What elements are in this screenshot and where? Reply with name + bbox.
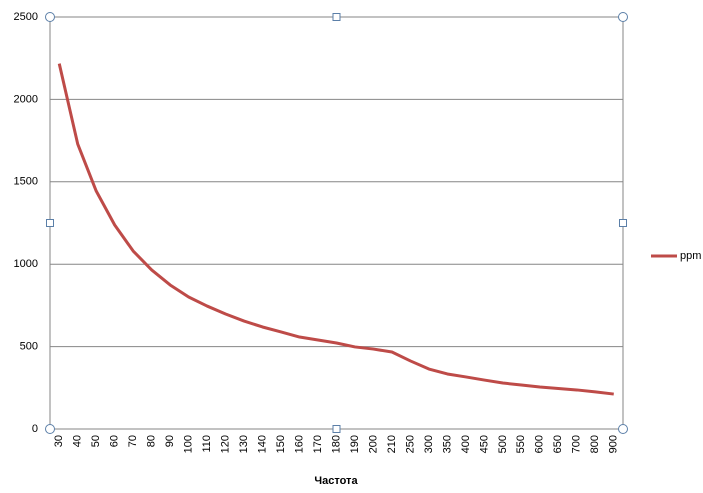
x-tick-label: 80 [146, 435, 158, 447]
x-tick-label: 70 [127, 435, 139, 447]
x-tick-label: 550 [515, 435, 527, 453]
x-tick-label: 120 [220, 435, 232, 453]
x-tick-label: 450 [478, 435, 490, 453]
x-tick-label: 900 [608, 435, 620, 453]
x-axis-title: Частота [314, 475, 358, 487]
y-tick-label: 1500 [14, 176, 38, 188]
x-tick-label: 180 [330, 435, 342, 453]
x-tick-label: 250 [404, 435, 416, 453]
x-tick-label: 140 [256, 435, 268, 453]
x-tick-label: 700 [571, 435, 583, 453]
selection-handle [45, 12, 55, 22]
x-tick-label: 100 [183, 435, 195, 453]
y-tick-label: 2000 [14, 93, 38, 105]
x-tick-label: 650 [552, 435, 564, 453]
x-tick-label: 350 [441, 435, 453, 453]
x-tick-label: 800 [589, 435, 601, 453]
x-tick-label: 300 [423, 435, 435, 453]
x-tick-label: 50 [90, 435, 102, 447]
legend-label: ppm [680, 250, 701, 262]
x-tick-label: 90 [164, 435, 176, 447]
selection-handle [332, 425, 341, 433]
x-tick-label: 500 [497, 435, 509, 453]
x-tick-label: 30 [53, 435, 65, 447]
x-tick-label: 600 [534, 435, 546, 453]
x-tick-label: 170 [312, 435, 324, 453]
y-tick-label: 500 [20, 341, 38, 353]
y-tick-label: 0 [32, 423, 38, 435]
x-tick-label: 110 [201, 435, 213, 453]
x-tick-label: 150 [275, 435, 287, 453]
x-tick-label: 60 [109, 435, 121, 447]
x-tick-label: 40 [72, 435, 84, 447]
selection-handle [332, 13, 341, 21]
x-tick-label: 200 [367, 435, 379, 453]
selection-handle [46, 219, 54, 227]
x-tick-label: 400 [460, 435, 472, 453]
y-tick-label: 1000 [14, 258, 38, 270]
x-tick-label: 160 [293, 435, 305, 453]
y-tick-label: 2500 [14, 11, 38, 23]
selection-handle [619, 219, 627, 227]
selection-handle [618, 424, 628, 434]
selection-handle [618, 12, 628, 22]
x-tick-label: 210 [386, 435, 398, 453]
line-series [57, 63, 614, 396]
selection-handle [45, 424, 55, 434]
x-tick-label: 130 [238, 435, 250, 453]
x-tick-label: 190 [349, 435, 361, 453]
